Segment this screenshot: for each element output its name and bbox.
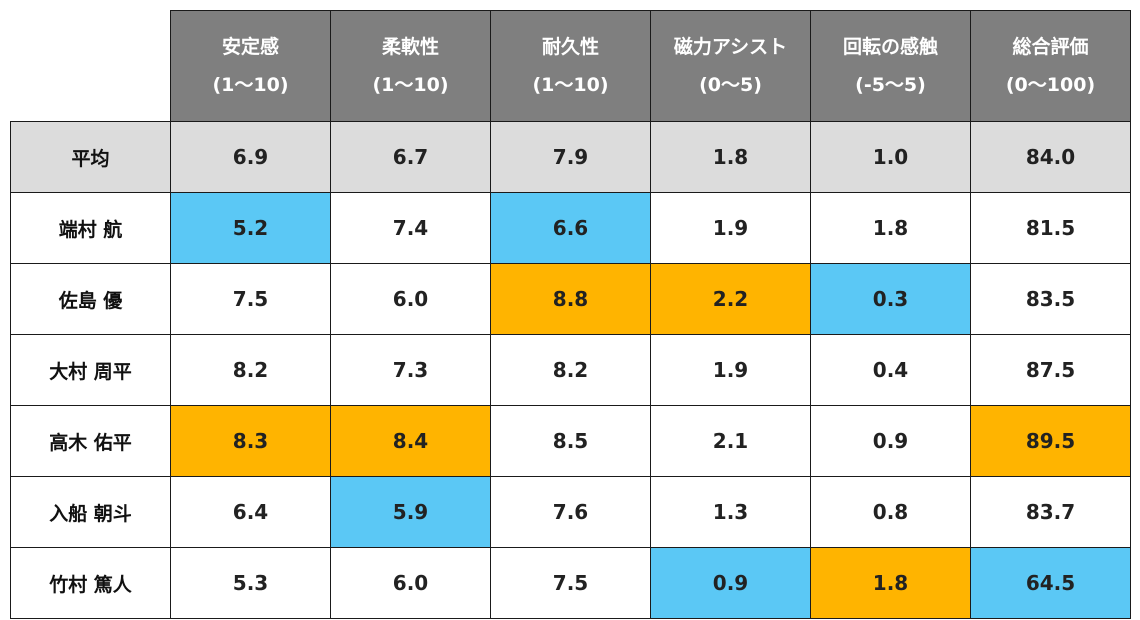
table-cell: 6.6 (490, 192, 651, 264)
table-cell: 7.9 (490, 121, 651, 193)
table-cell: 1.9 (650, 192, 811, 264)
table-cell: 0.9 (810, 405, 971, 477)
table-cell: 2.1 (650, 405, 811, 477)
row-label: 竹村 篤人 (10, 547, 171, 619)
table-cell: 7.5 (170, 263, 331, 335)
table-cell: 8.5 (490, 405, 651, 477)
table-row-average: 平均 6.9 6.7 7.9 1.8 1.0 84.0 (10, 121, 1131, 193)
row-label: 端村 航 (10, 192, 171, 264)
table-cell: 7.5 (490, 547, 651, 619)
column-range: (0〜5) (699, 74, 762, 96)
table-cell: 8.8 (490, 263, 651, 335)
row-label: 平均 (10, 121, 171, 193)
table-cell: 83.7 (970, 476, 1131, 548)
table-row: 竹村 篤人 5.3 6.0 7.5 0.9 1.8 64.5 (10, 547, 1131, 619)
table-cell: 8.3 (170, 405, 331, 477)
row-label: 佐島 優 (10, 263, 171, 335)
table-cell: 7.4 (330, 192, 491, 264)
column-header: 磁力アシスト (0〜5) (650, 10, 811, 122)
table-cell: 6.7 (330, 121, 491, 193)
row-label: 高木 佑平 (10, 405, 171, 477)
table-cell: 5.9 (330, 476, 491, 548)
column-header: 回転の感触 (-5〜5) (810, 10, 971, 122)
column-name: 総合評価 (1012, 36, 1089, 58)
table-cell: 1.8 (650, 121, 811, 193)
table-cell: 7.6 (490, 476, 651, 548)
table-cell: 6.4 (170, 476, 331, 548)
table-cell: 5.2 (170, 192, 331, 264)
column-name: 回転の感触 (842, 36, 938, 58)
table-cell: 6.0 (330, 547, 491, 619)
table-cell: 1.8 (810, 192, 971, 264)
table-cell: 0.4 (810, 334, 971, 406)
table-cell: 81.5 (970, 192, 1131, 264)
row-label: 大村 周平 (10, 334, 171, 406)
column-name: 安定感 (221, 36, 279, 58)
table-cell: 1.9 (650, 334, 811, 406)
table-cell: 84.0 (970, 121, 1131, 193)
column-range: (1〜10) (372, 74, 449, 96)
corner-cell (10, 10, 171, 122)
table-cell: 87.5 (970, 334, 1131, 406)
column-range: (0〜100) (1005, 74, 1096, 96)
table-cell: 0.8 (810, 476, 971, 548)
table-cell: 8.4 (330, 405, 491, 477)
table-cell: 1.8 (810, 547, 971, 619)
column-name: 耐久性 (541, 36, 599, 58)
column-header: 安定感 (1〜10) (170, 10, 331, 122)
table-row: 入船 朝斗 6.4 5.9 7.6 1.3 0.8 83.7 (10, 476, 1131, 548)
table-cell: 7.3 (330, 334, 491, 406)
table-cell: 0.3 (810, 263, 971, 335)
table-cell: 8.2 (490, 334, 651, 406)
table-cell: 6.9 (170, 121, 331, 193)
header-row: 安定感 (1〜10) 柔軟性 (1〜10) 耐久性 (1〜10) 磁力アシスト (0〜5… (10, 10, 1131, 122)
table-cell: 89.5 (970, 405, 1131, 477)
table-cell: 64.5 (970, 547, 1131, 619)
table-row: 端村 航 5.2 7.4 6.6 1.9 1.8 81.5 (10, 192, 1131, 264)
rating-table: 安定感 (1〜10) 柔軟性 (1〜10) 耐久性 (1〜10) 磁力アシスト (0〜5… (10, 10, 1131, 619)
table-cell: 8.2 (170, 334, 331, 406)
row-label: 入船 朝斗 (10, 476, 171, 548)
table-cell: 5.3 (170, 547, 331, 619)
column-name: 柔軟性 (381, 36, 439, 58)
column-name: 磁力アシスト (673, 36, 788, 58)
table-cell: 6.0 (330, 263, 491, 335)
table-cell: 2.2 (650, 263, 811, 335)
table-row: 佐島 優 7.5 6.0 8.8 2.2 0.3 83.5 (10, 263, 1131, 335)
table-cell: 1.3 (650, 476, 811, 548)
column-range: (1〜10) (212, 74, 289, 96)
column-range: (1〜10) (532, 74, 609, 96)
column-header: 総合評価 (0〜100) (970, 10, 1131, 122)
column-range: (-5〜5) (855, 74, 926, 96)
column-header: 柔軟性 (1〜10) (330, 10, 491, 122)
table-cell: 0.9 (650, 547, 811, 619)
column-header: 耐久性 (1〜10) (490, 10, 651, 122)
table-row: 高木 佑平 8.3 8.4 8.5 2.1 0.9 89.5 (10, 405, 1131, 477)
table-cell: 83.5 (970, 263, 1131, 335)
table-row: 大村 周平 8.2 7.3 8.2 1.9 0.4 87.5 (10, 334, 1131, 406)
table-cell: 1.0 (810, 121, 971, 193)
